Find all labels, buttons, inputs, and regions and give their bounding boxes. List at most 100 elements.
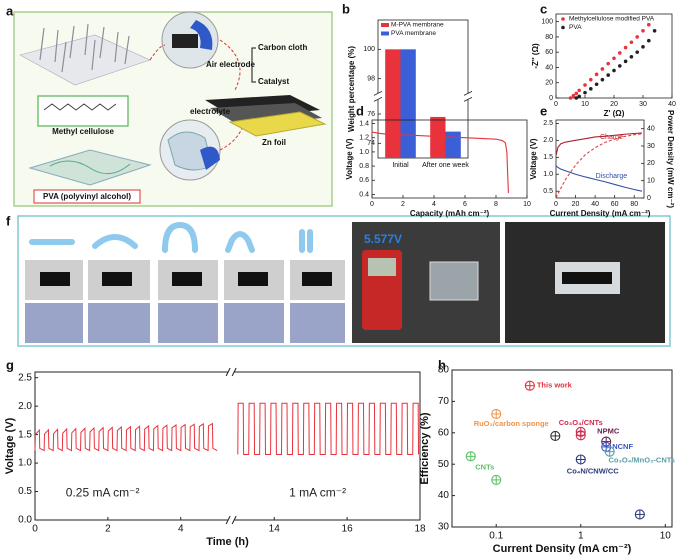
point-label: NPMC	[597, 427, 620, 436]
chains	[49, 160, 131, 175]
y-tick-label: 100	[541, 18, 553, 25]
y-tick-label: 80	[545, 34, 553, 41]
arrow	[219, 39, 241, 91]
legend-label: PVA	[569, 24, 582, 31]
y-tick-label: 76	[367, 111, 375, 118]
point-label: Co₃O₄/CNTs	[559, 418, 603, 427]
y-tick-label: 0.5	[543, 188, 553, 195]
y-tick-label: 0.4	[359, 191, 369, 198]
membrane-photo	[172, 34, 198, 48]
y-tick-label: 0.6	[359, 177, 369, 184]
panel-label: h	[438, 357, 446, 372]
voltage-reading: 5.577V	[364, 232, 402, 246]
point	[575, 430, 586, 441]
x-tick-label: 0.1	[489, 531, 503, 542]
point-label: CNTs	[475, 462, 494, 471]
glove	[190, 20, 213, 50]
x-tick-label: 2	[105, 524, 111, 535]
axis-break	[228, 517, 235, 523]
x-tick-label: 16	[342, 524, 354, 535]
x-tick-label: 10	[523, 201, 531, 208]
x-tick-label: 60	[611, 201, 619, 208]
break-mark	[463, 96, 473, 102]
x-tick-label: 0	[370, 201, 374, 208]
zn-layer	[228, 111, 327, 137]
point	[574, 91, 579, 96]
point	[629, 54, 634, 59]
point	[583, 90, 587, 95]
y-tick-label: 1.0	[359, 149, 369, 156]
x-tick-label: 20	[572, 201, 580, 208]
y2-tick-label: 20	[647, 160, 655, 167]
point	[524, 380, 535, 391]
y-tick-label: 0	[549, 95, 553, 102]
label: electrolyte	[190, 107, 231, 116]
break-mark	[231, 367, 237, 377]
y-tick-label: 1.4	[359, 120, 369, 127]
x-tick-label: 0	[32, 524, 38, 535]
y-tick-label: 30	[438, 522, 450, 533]
x-tick-label: 18	[414, 524, 426, 535]
break-mark	[225, 367, 231, 377]
point	[589, 77, 593, 82]
line	[555, 165, 643, 192]
label: PVA (polyvinyl alcohol)	[43, 192, 131, 201]
point	[612, 56, 616, 61]
x-tick-label: 40	[668, 101, 676, 108]
point	[635, 50, 639, 54]
y-tick-label: 0.5	[18, 486, 32, 497]
label: Air electrode	[206, 60, 255, 69]
y-tick-label: 1.5	[543, 154, 553, 161]
x-axis-label: Capacity (mAh cm⁻²)	[410, 209, 490, 218]
y-tick-label: 2.5	[18, 372, 32, 383]
point	[612, 68, 616, 73]
panel-a: Air electrode Carbon cloth Catalyst elec…	[13, 11, 333, 207]
y-tick-label: 0.0	[18, 515, 32, 526]
y2-tick-label: 40	[647, 126, 655, 133]
label: Carbon cloth	[258, 43, 307, 52]
y-tick-label: 2.0	[543, 137, 553, 144]
x-tick-label: 30	[639, 101, 647, 108]
point	[647, 38, 651, 43]
y-tick-label: 2.0	[18, 401, 32, 412]
point	[600, 67, 605, 71]
x-tick-label: 20	[610, 101, 618, 108]
point	[550, 430, 561, 441]
x-axis-label: Current Density (mA cm⁻²)	[493, 543, 632, 555]
axis-break	[375, 93, 381, 100]
plot-frame	[377, 19, 469, 159]
panel-label: a	[6, 3, 14, 18]
point	[618, 51, 622, 55]
point	[652, 29, 657, 33]
y-tick-label: 1.0	[543, 171, 553, 178]
x-tick-label: 8	[494, 201, 498, 208]
bar	[400, 49, 416, 159]
break-mark	[463, 90, 473, 96]
x-tick-label: 1	[578, 531, 584, 542]
legend-swatch	[561, 25, 565, 30]
y2-tick-label: 30	[647, 143, 655, 150]
plot-frame	[371, 119, 528, 199]
bar	[445, 131, 461, 158]
x-tick-label: 0	[554, 201, 558, 208]
axis-break	[228, 369, 235, 375]
y-axis-label: Weight percentage (%)	[347, 46, 356, 132]
point	[594, 82, 599, 87]
point	[647, 22, 651, 27]
annotation: 0.25 mA cm⁻²	[66, 486, 140, 500]
y-axis-label: -Z'' (Ω)	[531, 43, 540, 69]
fibers	[39, 23, 130, 73]
point	[623, 45, 628, 50]
point	[577, 94, 581, 99]
y-axis-label: Efficiency (%)	[419, 412, 431, 484]
annotation: 1 mA cm⁻²	[289, 486, 346, 500]
line	[371, 131, 509, 194]
x-tick-label: 0	[554, 101, 558, 108]
x-tick-label: 10	[660, 531, 672, 542]
x-axis-label: Current Density (mA cm⁻²)	[550, 209, 651, 218]
y-axis-label: Voltage (V)	[4, 417, 16, 474]
point	[594, 72, 599, 77]
bend-states	[29, 221, 313, 253]
point	[606, 61, 610, 66]
